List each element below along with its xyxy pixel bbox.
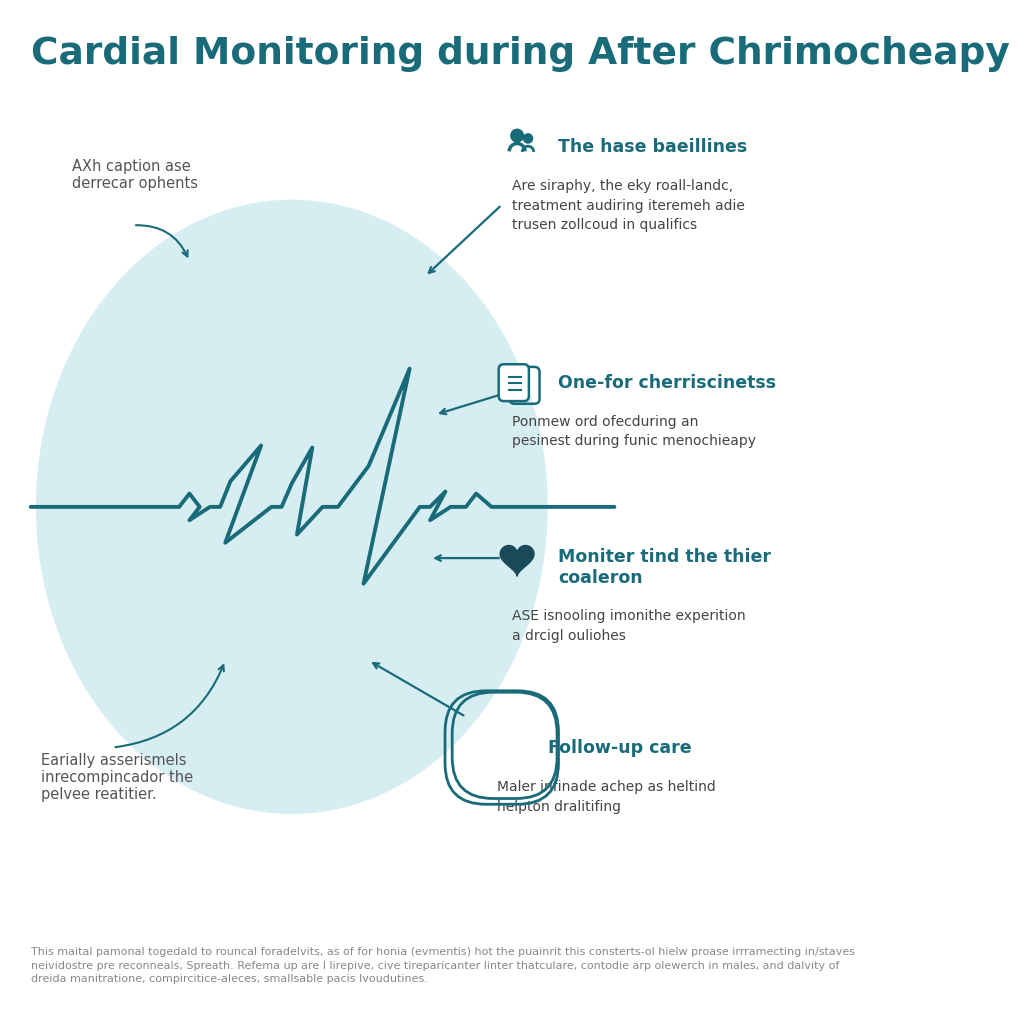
Text: ASE isnooling imonithe experition
a drcigl ouliohes: ASE isnooling imonithe experition a drci… — [512, 609, 745, 643]
Text: One-for cherriscinetss: One-for cherriscinetss — [558, 374, 776, 392]
Text: Ponmew ord ofecduring an
pesinest during funic menochieapy: Ponmew ord ofecduring an pesinest during… — [512, 415, 756, 449]
Text: AXh caption ase
derrecar ophents: AXh caption ase derrecar ophents — [72, 159, 198, 191]
Text: Cardial Monitoring during After Chrimocheapy: Cardial Monitoring during After Chrimoch… — [31, 36, 1010, 72]
Ellipse shape — [36, 200, 548, 814]
Text: Earially asserismels
inrecompincador the
pelvee reatitier.: Earially asserismels inrecompincador the… — [41, 753, 194, 803]
Circle shape — [523, 134, 532, 143]
Text: Are siraphy, the eky roall-landc,
treatment audiring iteremeh adie
trusen zollco: Are siraphy, the eky roall-landc, treatm… — [512, 179, 744, 232]
Text: Maler infinade achep as heltind
helpton dralitifing: Maler infinade achep as heltind helpton … — [497, 780, 716, 814]
Polygon shape — [501, 546, 534, 577]
Text: Follow-up care: Follow-up care — [548, 739, 691, 758]
Circle shape — [511, 129, 523, 142]
Text: The hase baeillines: The hase baeillines — [558, 138, 748, 157]
Text: This maital pamonal togedald to rouncal foradelvits, as of for honia (evmentis) : This maital pamonal togedald to rouncal … — [31, 947, 855, 984]
FancyBboxPatch shape — [499, 365, 528, 401]
Text: Moniter tind the thier
coaleron: Moniter tind the thier coaleron — [558, 548, 771, 587]
